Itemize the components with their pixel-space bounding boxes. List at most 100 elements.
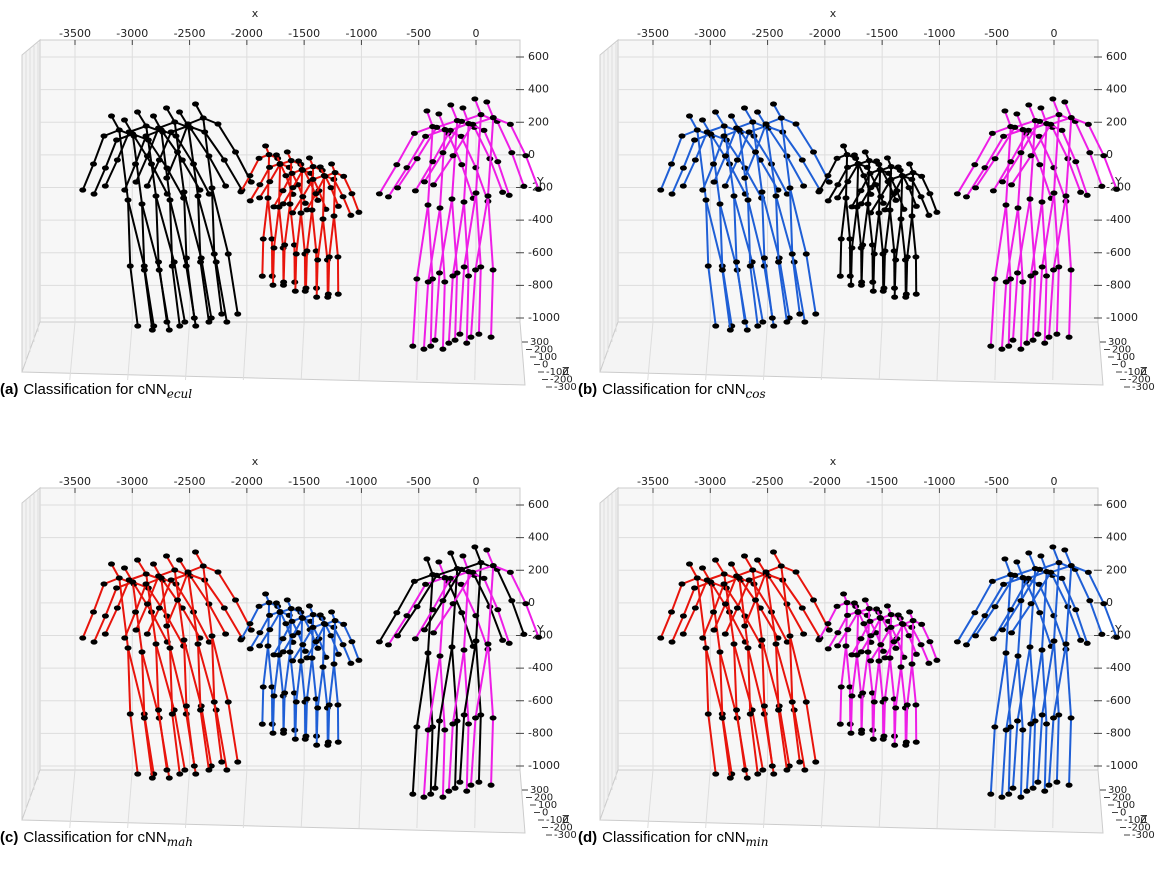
caption-subscript: cos [746, 387, 766, 401]
joint [847, 282, 855, 288]
bone [711, 583, 731, 613]
joint [458, 162, 466, 168]
bone [315, 259, 319, 298]
bone [994, 126, 1016, 160]
bone [282, 635, 294, 653]
y-tick-label: -200 [528, 629, 553, 642]
joint [255, 155, 263, 161]
bone [1038, 164, 1053, 199]
joint [1036, 566, 1044, 572]
bone [463, 192, 477, 268]
bone [1074, 568, 1091, 602]
bone [1038, 135, 1055, 169]
joint [848, 652, 856, 658]
bone [342, 644, 352, 664]
bone [423, 600, 444, 631]
bone [765, 125, 777, 197]
joint [1077, 189, 1085, 195]
y-tick-label: -1000 [528, 311, 560, 324]
bone [1029, 649, 1043, 725]
floor-grid-line [474, 321, 477, 381]
joint [720, 133, 728, 139]
y-tick-label: -200 [1106, 181, 1131, 194]
bone [271, 247, 275, 286]
bone [789, 635, 794, 703]
joint [801, 767, 809, 773]
caption: (a) Classification for cNNecul [0, 381, 192, 401]
bone [778, 257, 791, 319]
bone [1065, 117, 1073, 197]
joint [305, 155, 313, 161]
joint [142, 133, 150, 139]
bone [801, 607, 821, 639]
joint [686, 113, 693, 119]
joint [469, 121, 477, 127]
floor-grid-line [300, 321, 305, 381]
joint [870, 699, 878, 705]
bone [183, 639, 203, 707]
bone [427, 207, 441, 283]
joint [471, 96, 479, 102]
joint [730, 641, 738, 647]
joint [837, 684, 845, 690]
joint [953, 639, 961, 645]
bone [751, 709, 764, 771]
joint [812, 759, 820, 765]
joint [726, 775, 734, 781]
joint [925, 212, 933, 218]
bone [900, 623, 904, 668]
z-tick-label: 300 [1108, 785, 1127, 796]
joint [413, 604, 421, 610]
bone [1015, 561, 1024, 578]
joint [431, 337, 439, 343]
bone [488, 158, 504, 193]
joint [291, 288, 299, 294]
bone [1029, 646, 1037, 721]
bone [282, 692, 286, 731]
joint [460, 647, 468, 653]
bone [387, 167, 408, 198]
bone [1016, 646, 1031, 722]
bone [342, 196, 352, 216]
joint [176, 109, 184, 115]
joint [256, 643, 264, 649]
caption-label: (d) [578, 829, 597, 846]
joint [902, 291, 910, 297]
bone [735, 709, 746, 771]
joint [433, 124, 441, 130]
joint [535, 186, 543, 192]
joint [912, 739, 920, 745]
bone [169, 647, 188, 715]
joint [384, 194, 392, 200]
bone [747, 647, 766, 715]
joint [718, 267, 726, 273]
bone [104, 159, 119, 187]
bone [155, 643, 160, 711]
joint [733, 573, 741, 579]
bone [1041, 640, 1055, 716]
bone [869, 644, 882, 662]
joint [192, 323, 200, 329]
joint [220, 605, 228, 611]
bone [1065, 565, 1073, 645]
bone [328, 215, 335, 258]
joint [726, 327, 734, 333]
joint [303, 207, 311, 213]
bone [765, 573, 777, 645]
bone [267, 645, 273, 688]
joint [988, 130, 996, 136]
bone [1087, 123, 1105, 157]
joint [449, 721, 457, 727]
z-tick-label: 0 [1120, 360, 1126, 371]
bone [736, 131, 751, 161]
joint [754, 323, 762, 329]
y-tick-label: 200 [528, 563, 549, 576]
joint [842, 195, 850, 201]
joint [873, 158, 881, 164]
joint [100, 581, 108, 587]
joint [1038, 264, 1046, 270]
joint [297, 210, 305, 216]
joint [113, 157, 121, 163]
joint [908, 624, 916, 630]
joint [846, 684, 854, 690]
